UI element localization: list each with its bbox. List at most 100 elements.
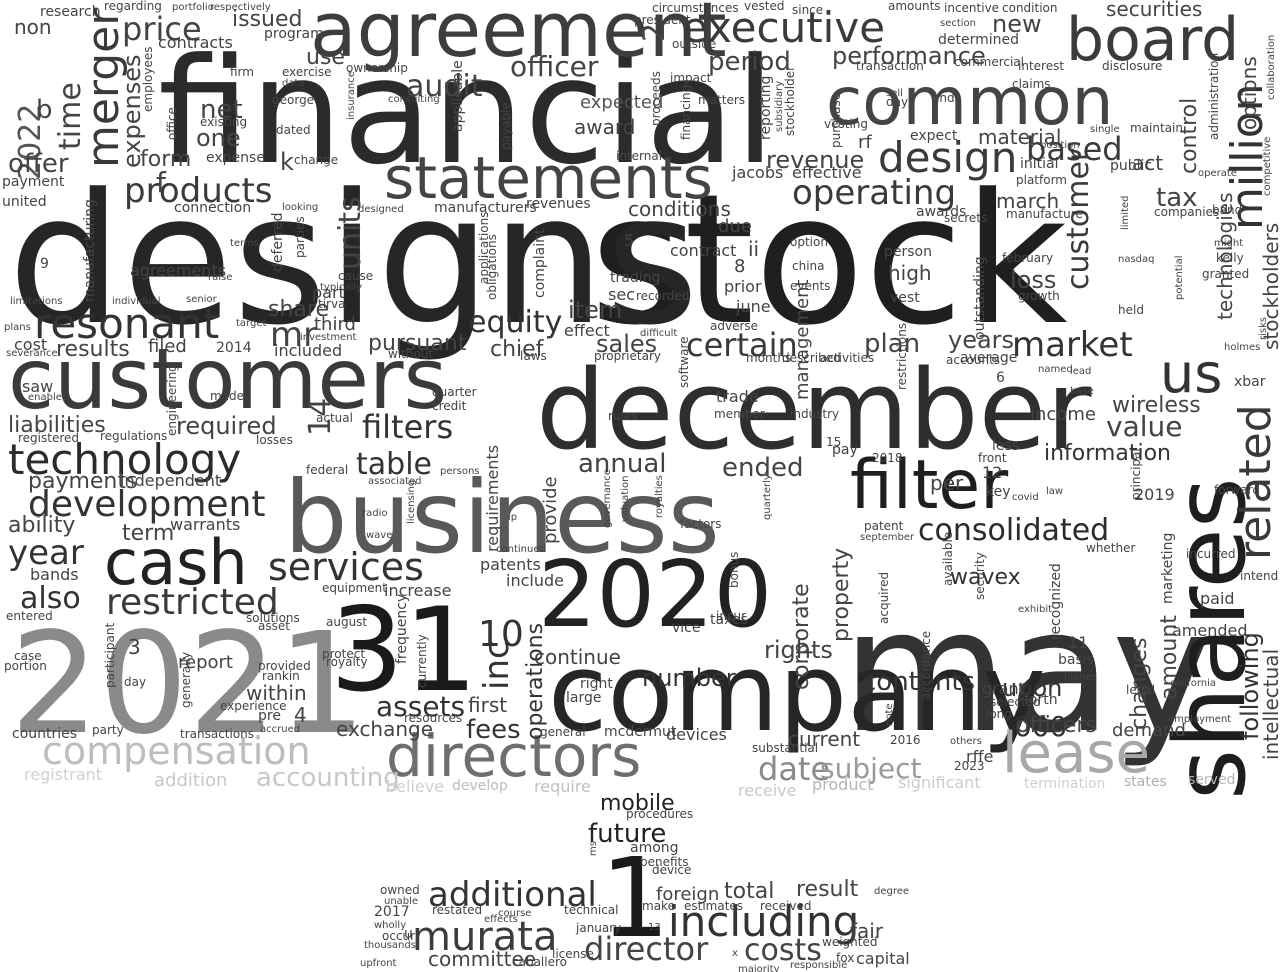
- word-compensation: compensation: [42, 729, 311, 773]
- word-income: income: [1030, 404, 1096, 425]
- word-holmes: holmes: [1224, 342, 1260, 353]
- word-committee: committee: [428, 947, 536, 971]
- word-common: common: [826, 63, 1113, 140]
- word-governance: governance: [602, 469, 613, 528]
- word-party: party: [92, 723, 124, 737]
- word-security: security: [973, 552, 987, 600]
- word-among: among: [630, 840, 679, 856]
- word-trade: trade: [716, 387, 759, 406]
- word-shares: shares: [1154, 477, 1268, 800]
- word-also: also: [20, 581, 81, 616]
- word-portfolio: portfolio: [172, 2, 214, 13]
- word-responsible: responsible: [790, 960, 847, 971]
- word-ip: ip: [508, 512, 517, 523]
- word-financing: financing: [679, 85, 693, 140]
- word-rules: rules: [608, 409, 638, 423]
- word-regarding: regarding: [104, 0, 162, 13]
- word-exchange: exchange: [336, 717, 433, 741]
- word-term: term: [122, 521, 174, 546]
- word-severance: severance: [6, 348, 58, 359]
- word-license: license: [552, 947, 594, 961]
- word-enable: enable: [28, 392, 62, 403]
- word-addition: addition: [154, 770, 227, 791]
- word-amounts: amounts: [888, 0, 941, 13]
- word-made: made: [210, 389, 244, 403]
- word-10: 10: [478, 614, 524, 655]
- word-patent: patent: [864, 519, 904, 533]
- word-significant: significant: [898, 773, 981, 792]
- word-payable: payable: [499, 102, 513, 150]
- word-continue: continue: [534, 645, 621, 669]
- word-units: units: [333, 196, 368, 270]
- word-mcdermut: mcdermut: [604, 724, 677, 740]
- word-restricted: restricted: [106, 582, 279, 623]
- word-value: value: [1106, 410, 1182, 443]
- word-results: results: [56, 337, 130, 362]
- word-parties: parties: [293, 216, 307, 258]
- word-china: china: [792, 259, 825, 273]
- word-market: market: [1012, 325, 1133, 365]
- word-future: future: [588, 819, 666, 849]
- word-software: software: [677, 336, 691, 388]
- word-sec: sec: [608, 285, 635, 304]
- word-average: average: [960, 350, 1017, 366]
- word-manufacturers: manufacturers: [434, 200, 537, 216]
- word-accrued: accrued: [260, 724, 300, 735]
- word-day: day: [124, 675, 146, 689]
- word-000: 000: [1014, 710, 1067, 743]
- word-internal: internal: [616, 149, 662, 163]
- word-principal: principal: [1129, 448, 1143, 500]
- word-cash: cash: [104, 526, 248, 599]
- word-2020: 2020: [538, 541, 772, 648]
- word-ownership: ownership: [346, 61, 408, 75]
- word-stockholder: stockholder: [783, 66, 797, 136]
- word-intellectual: intellectual: [1259, 649, 1280, 760]
- word-end: end: [932, 91, 955, 105]
- word-base: base: [1070, 386, 1094, 397]
- word-award: award: [574, 115, 635, 139]
- word-property: property: [829, 548, 854, 642]
- word-information: information: [1044, 441, 1171, 466]
- word-high: high: [888, 261, 932, 285]
- word-jacobs: jacobs: [731, 163, 783, 182]
- word-f: f: [156, 166, 167, 199]
- word-days: days: [886, 95, 914, 109]
- word-george: george: [272, 93, 314, 107]
- word-options: options: [1237, 56, 1261, 130]
- word-person: person: [884, 244, 932, 260]
- word-dated: dated: [276, 123, 311, 137]
- word-transaction: transaction: [856, 59, 924, 73]
- word-part: part: [312, 283, 345, 302]
- word-11: 11: [1068, 633, 1088, 652]
- word-march: march: [996, 189, 1059, 213]
- word-nasdaq: nasdaq: [1118, 254, 1155, 265]
- word-contracts: contracts: [158, 33, 233, 52]
- word-maintain: maintain: [1130, 121, 1183, 135]
- word-requirements: requirements: [483, 445, 502, 552]
- word-board: board: [1066, 5, 1239, 75]
- word-complaint: complaint: [532, 228, 548, 298]
- word-certain: certain: [686, 326, 798, 364]
- word-outstanding: outstanding: [972, 256, 988, 340]
- word-looking: looking: [282, 202, 318, 213]
- word-corporate: corporate: [789, 583, 814, 690]
- word-technology: technology: [8, 435, 241, 484]
- word-may: may: [842, 573, 1212, 771]
- word-lead: lead: [1070, 366, 1091, 377]
- word-period: period: [708, 47, 791, 77]
- word-contract: contract: [670, 241, 736, 260]
- word-devices: devices: [666, 725, 727, 744]
- word-protect: protect: [322, 647, 365, 661]
- word-effective: effective: [792, 163, 862, 182]
- word-bonus: bonus: [727, 552, 741, 588]
- word-administration: administration: [1207, 53, 1221, 140]
- word-ms: ms: [588, 841, 599, 856]
- word-disclosure: disclosure: [1102, 59, 1162, 73]
- word-circumstances: circumstances: [652, 1, 739, 15]
- word-provided: provided: [258, 659, 311, 673]
- word-14: 14: [303, 398, 338, 436]
- word-consolidated: consolidated: [918, 513, 1109, 548]
- word-impact: impact: [670, 71, 712, 85]
- word-sales: sales: [596, 330, 657, 358]
